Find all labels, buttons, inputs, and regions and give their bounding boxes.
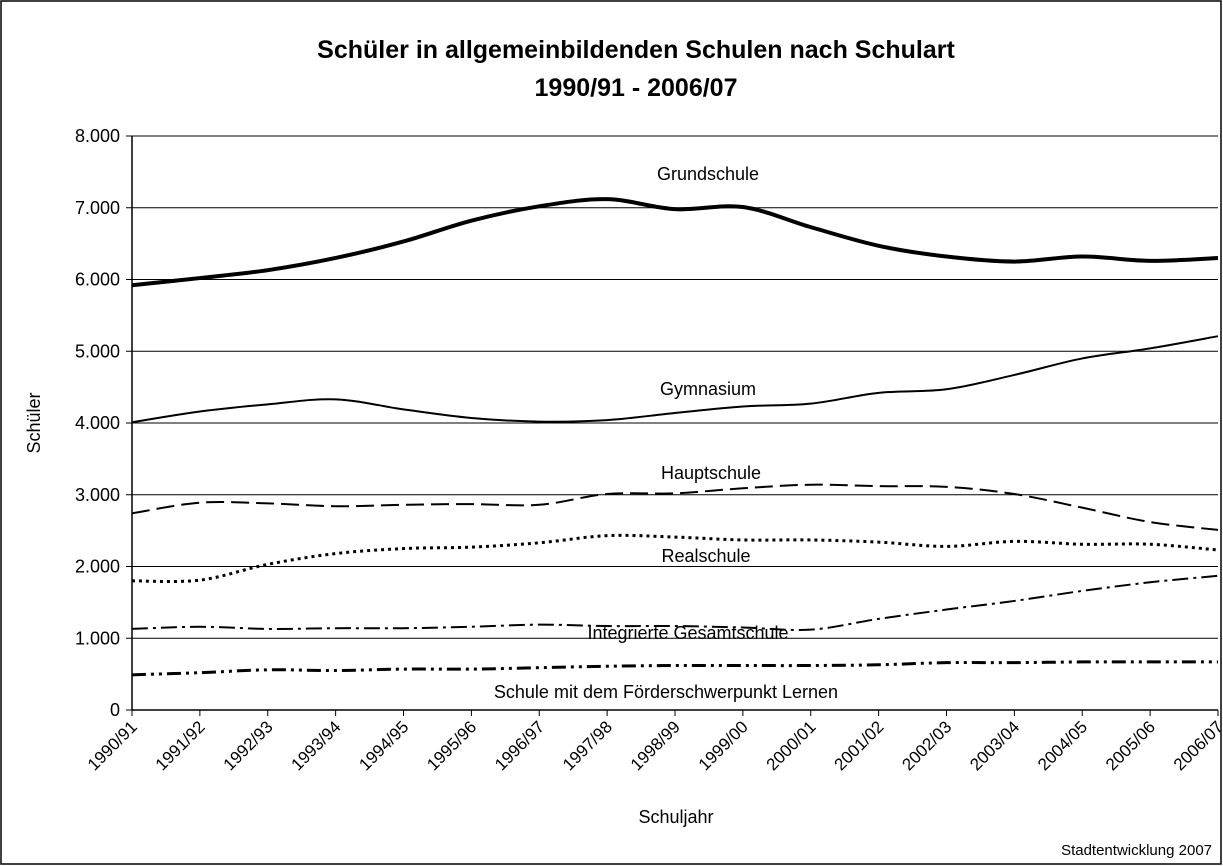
- series-line: [131, 335, 1219, 424]
- series-line: [131, 533, 1219, 584]
- series-line: [131, 574, 1219, 632]
- y-tick-label: 0: [110, 700, 120, 720]
- y-tick-label: 8.000: [75, 126, 120, 146]
- series-label: Hauptschule: [661, 463, 761, 483]
- y-axis-label: Schüler: [24, 392, 44, 453]
- x-axis-label: Schuljahr: [638, 807, 713, 827]
- y-tick-label: 3.000: [75, 485, 120, 505]
- y-tick-label: 5.000: [75, 341, 120, 361]
- series-label: Integrierte Gesamtschule: [587, 623, 788, 643]
- source-note: Stadtentwicklung 2007: [1061, 842, 1212, 859]
- y-tick-label: 4.000: [75, 413, 120, 433]
- series-line: [131, 660, 1218, 677]
- chart-subtitle: 1990/91 - 2006/07: [535, 74, 738, 102]
- series-line: [131, 483, 1219, 531]
- series-line: [131, 197, 1219, 288]
- y-tick-label: 7.000: [75, 198, 120, 218]
- y-tick-label: 6.000: [75, 270, 120, 290]
- chart-title: Schüler in allgemeinbildenden Schulen na…: [317, 36, 955, 64]
- series-label: Schule mit dem Förderschwerpunkt Lernen: [494, 682, 838, 702]
- series-label: Grundschule: [657, 164, 759, 184]
- y-tick-label: 1.000: [75, 628, 120, 648]
- series-label: Realschule: [661, 546, 750, 566]
- series-label: Gymnasium: [660, 379, 756, 399]
- y-tick-label: 2.000: [75, 557, 120, 577]
